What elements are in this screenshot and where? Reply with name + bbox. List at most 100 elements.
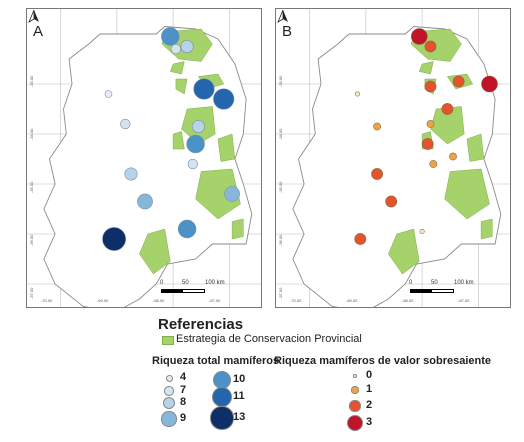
panel-label-b: B [282, 23, 293, 40]
richness-points-b [354, 28, 498, 245]
richness-point [177, 219, 197, 239]
richness-point [424, 40, 437, 53]
lon-tick: -67.00 [458, 298, 470, 303]
conservation-area [139, 228, 171, 275]
lon-tick: -70.00 [41, 298, 53, 303]
legend-symbol [211, 386, 233, 408]
legend-label: 9 [180, 412, 187, 424]
lat-tick: -35.00 [29, 181, 34, 193]
richness-point [186, 134, 205, 154]
conservation-area [169, 61, 185, 75]
scale-label: 50 [182, 280, 189, 286]
conservation-area [175, 78, 188, 95]
scale-label: 0 [160, 280, 164, 286]
map-a-canvas [27, 9, 261, 307]
richness-point [371, 168, 383, 180]
richness-point [421, 138, 434, 150]
richness-point [426, 120, 435, 128]
lat-tick: -35.00 [278, 181, 283, 193]
legend-symbol [161, 411, 177, 427]
lon-tick: -68.00 [402, 298, 414, 303]
conservation-area [217, 133, 236, 162]
legend-symbol [352, 373, 358, 379]
conservation-area [444, 168, 490, 220]
map-panel-a: A -33.00 -34.00 -35.00 -36.00 -37.00 -70… [26, 8, 262, 308]
richness-point [385, 195, 398, 208]
lat-tick: -37.00 [278, 287, 283, 299]
conservation-area [231, 218, 244, 240]
legend-title: Referencias [158, 316, 244, 333]
richness-point [102, 227, 127, 251]
conservation-area [172, 131, 185, 150]
richness-point [161, 27, 180, 46]
lon-tick: -68.00 [153, 298, 165, 303]
richness-point [104, 90, 113, 98]
lat-tick: -36.00 [278, 234, 283, 246]
lat-tick: -33.00 [278, 75, 283, 87]
richness-point [180, 39, 194, 53]
richness-point [224, 186, 240, 202]
lat-tick: -33.00 [29, 75, 34, 87]
lon-tick: -70.00 [290, 298, 302, 303]
conservation-area [195, 168, 241, 220]
richness-point [429, 160, 438, 168]
province-outline-b [292, 26, 502, 307]
richness-point [187, 158, 198, 170]
conservation-area [418, 61, 434, 75]
legend-label: 1 [366, 383, 373, 395]
legend-symbol [351, 386, 359, 394]
scale-bar-b: 0 50 100 km [409, 280, 474, 293]
richness-point [441, 103, 454, 115]
panel-label-a: A [33, 23, 44, 40]
legend-label: 3 [366, 416, 373, 428]
legend-label: 4 [180, 371, 187, 383]
conservation-area [466, 133, 485, 162]
legend-label: 8 [180, 396, 187, 408]
legend-symbol [210, 406, 234, 430]
legend-symbol [165, 374, 173, 382]
legend-label: 0 [366, 369, 373, 381]
lat-tick: -34.00 [278, 128, 283, 140]
richness-point [124, 167, 138, 181]
scale-bar-a: 0 50 100 km [160, 280, 225, 293]
scale-label: 100 km [205, 280, 225, 286]
total-richness-title: Riqueza total mamíferos [152, 355, 280, 367]
lon-tick: -69.00 [346, 298, 358, 303]
conservation-area [388, 228, 420, 275]
map-panel-b: B -33.00 -34.00 -35.00 -36.00 -37.00 -70… [275, 8, 511, 308]
lon-tick: -69.00 [97, 298, 109, 303]
scale-label: 0 [409, 280, 413, 286]
richness-point [170, 43, 182, 55]
richness-point [411, 28, 428, 45]
richness-point [355, 91, 361, 97]
richness-point [120, 118, 131, 130]
scale-label: 50 [431, 280, 438, 286]
legend-symbol [349, 400, 361, 412]
legend-symbol [162, 396, 176, 410]
richness-point [424, 80, 437, 93]
conservation-area [480, 218, 493, 240]
richness-point [452, 75, 465, 88]
legend-symbol [164, 386, 174, 396]
lon-tick: -67.00 [209, 298, 221, 303]
north-arrow-icon [277, 9, 288, 23]
legend-label: 2 [366, 399, 373, 411]
richness-point [419, 229, 425, 235]
legend-symbol [347, 415, 363, 431]
richness-point [137, 193, 153, 210]
richness-point [213, 88, 235, 110]
lat-tick: -34.00 [29, 128, 34, 140]
richness-point [354, 233, 367, 245]
legend-label: 11 [233, 390, 245, 402]
legend-label: 13 [233, 411, 246, 423]
richness-point [191, 120, 205, 134]
lat-tick: -36.00 [29, 234, 34, 246]
legend-label: 7 [180, 384, 187, 396]
richness-point [449, 152, 457, 161]
north-arrow-icon [28, 9, 39, 23]
map-b-canvas [276, 9, 510, 307]
outstanding-richness-title: Riqueza mamíferos de valor sobresaiente [274, 355, 492, 367]
conservation-area-label: Estrategia de Conservacion Provincial [176, 333, 362, 345]
richness-point [193, 78, 215, 100]
scale-label: 100 km [454, 280, 474, 286]
